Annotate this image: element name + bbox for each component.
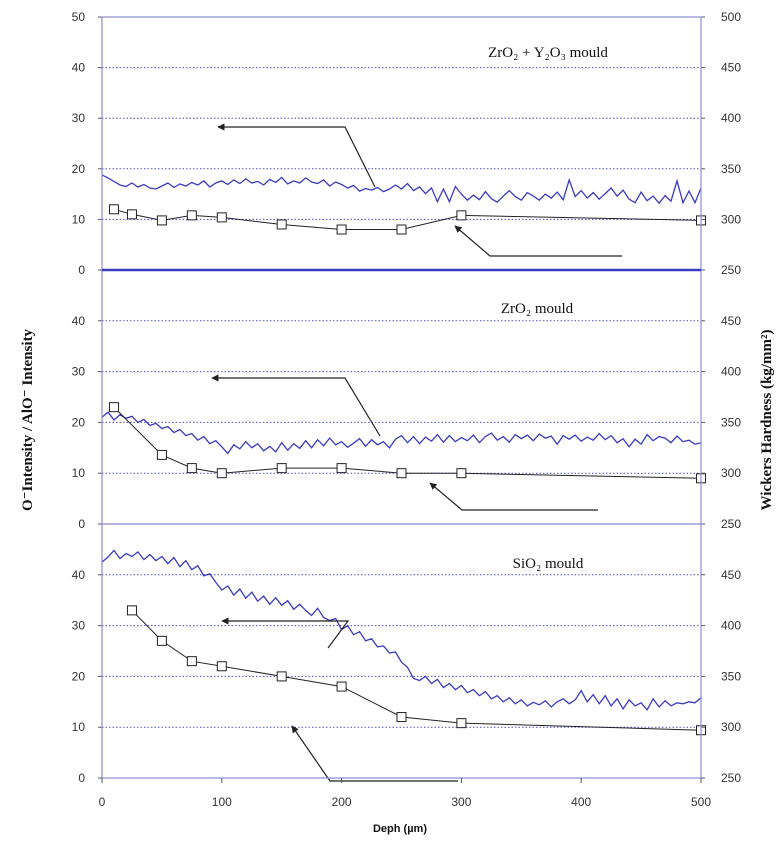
y-left-tick-label: 20 <box>72 162 86 176</box>
y-left-tick-label: 40 <box>72 61 86 75</box>
hardness-point <box>216 468 227 479</box>
hardness-point <box>186 463 197 474</box>
y-right-tick-label: 250 <box>721 771 741 785</box>
axes-layer: 0 100 200 300 400 500 <box>99 16 711 809</box>
hardness-point <box>108 402 119 413</box>
panel-3: SiO₂ mould 0 10 20 30 40 250 300 350 400 450 <box>72 549 741 785</box>
y-left-tick-label: 40 <box>72 314 86 328</box>
x-tick-label: 300 <box>451 795 471 809</box>
hardness-point <box>336 681 347 692</box>
panel-2: ZrO₂ mould 0 10 20 30 40 250 300 350 400 450 <box>72 301 742 531</box>
x-axis-title: Deph (µm) <box>373 823 427 835</box>
right-axis-arrow <box>454 225 622 257</box>
y-left-tick-label: 10 <box>72 720 86 734</box>
y-left-tick-label: 0 <box>78 517 85 531</box>
hardness-point <box>156 449 167 460</box>
y-right-tick-label: 350 <box>721 415 741 429</box>
y-right-tick-label: 450 <box>721 61 741 75</box>
intensity-series-line <box>101 549 702 712</box>
y-right-tick-label: 450 <box>721 314 741 328</box>
hardness-point <box>276 671 287 682</box>
y-left-tick-label: 50 <box>72 10 86 24</box>
y-left-tick-label: 10 <box>72 212 86 226</box>
left-axis-arrow <box>221 617 350 649</box>
y-right-tick-label: 500 <box>721 10 741 24</box>
y-left-tick-label: 40 <box>72 568 86 582</box>
hardness-point <box>156 635 167 646</box>
y-left-tick-label: 20 <box>72 415 86 429</box>
intensity-series-line <box>101 174 702 205</box>
hardness-point <box>396 224 407 235</box>
right-axis-arrow <box>429 482 598 511</box>
left-axis-arrow <box>211 374 381 437</box>
x-tick-label: 100 <box>212 795 232 809</box>
y-right-tick-label: 400 <box>721 111 741 125</box>
hardness-point <box>186 210 197 221</box>
hardness-point <box>216 661 227 672</box>
hardness-point <box>456 468 467 479</box>
hardness-point <box>108 204 119 215</box>
hardness-point <box>396 712 407 723</box>
y-right-axis-title: Wickers Hardness (kg/mm²) <box>759 330 775 511</box>
hardness-point <box>126 605 137 616</box>
hardness-point <box>156 215 167 226</box>
y-right-tick-label: 300 <box>721 466 741 480</box>
hardness-point <box>456 718 467 729</box>
y-right-tick-label: 350 <box>721 162 741 176</box>
y-left-tick-label: 0 <box>78 771 85 785</box>
y-left-tick-label: 20 <box>72 669 86 683</box>
panels-layer: ZrO₂ + Y₂O₃ mould01020304050250300350400… <box>72 10 742 785</box>
hardness-point <box>216 212 227 223</box>
panel-title: ZrO₂ + Y₂O₃ mould <box>488 45 608 61</box>
hardness-point <box>396 468 407 479</box>
y-left-tick-label: 30 <box>72 111 86 125</box>
y-left-axis-title: O⁻Intensity / AlO⁻ Intensity <box>20 328 36 511</box>
hardness-point <box>186 656 197 667</box>
hardness-series-line <box>113 208 702 230</box>
hardness-point <box>336 463 347 474</box>
hardness-point <box>276 463 287 474</box>
hardness-point <box>336 224 347 235</box>
y-right-tick-label: 350 <box>721 669 741 683</box>
y-right-tick-label: 300 <box>721 720 741 734</box>
y-left-tick-label: 30 <box>72 619 86 633</box>
x-tick-label: 0 <box>99 795 106 809</box>
x-tick-label: 200 <box>332 795 352 809</box>
plot-frame <box>101 16 702 779</box>
left-axis-arrow <box>217 123 376 188</box>
y-right-tick-label: 250 <box>721 517 741 531</box>
y-right-tick-label: 250 <box>721 263 741 277</box>
y-left-tick-label: 0 <box>78 263 85 277</box>
y-right-tick-label: 400 <box>721 619 741 633</box>
hardness-point <box>276 219 287 230</box>
hardness-point <box>126 209 137 220</box>
y-right-tick-label: 400 <box>721 365 741 379</box>
x-tick-label: 400 <box>571 795 591 809</box>
x-tick-label: 500 <box>691 795 711 809</box>
y-right-tick-label: 300 <box>721 212 741 226</box>
panel-1: ZrO₂ + Y₂O₃ mould 0 10 20 30 40 50 250 300 350 400… <box>72 10 742 277</box>
panel-title: SiO₂ mould <box>513 556 584 572</box>
right-axis-arrow <box>291 725 458 782</box>
panel-title: ZrO₂ mould <box>501 301 574 317</box>
intensity-series-line <box>101 411 702 455</box>
y-left-tick-label: 10 <box>72 466 86 480</box>
y-left-tick-label: 30 <box>72 365 86 379</box>
y-right-tick-label: 450 <box>721 568 741 582</box>
hardness-point <box>456 210 467 221</box>
